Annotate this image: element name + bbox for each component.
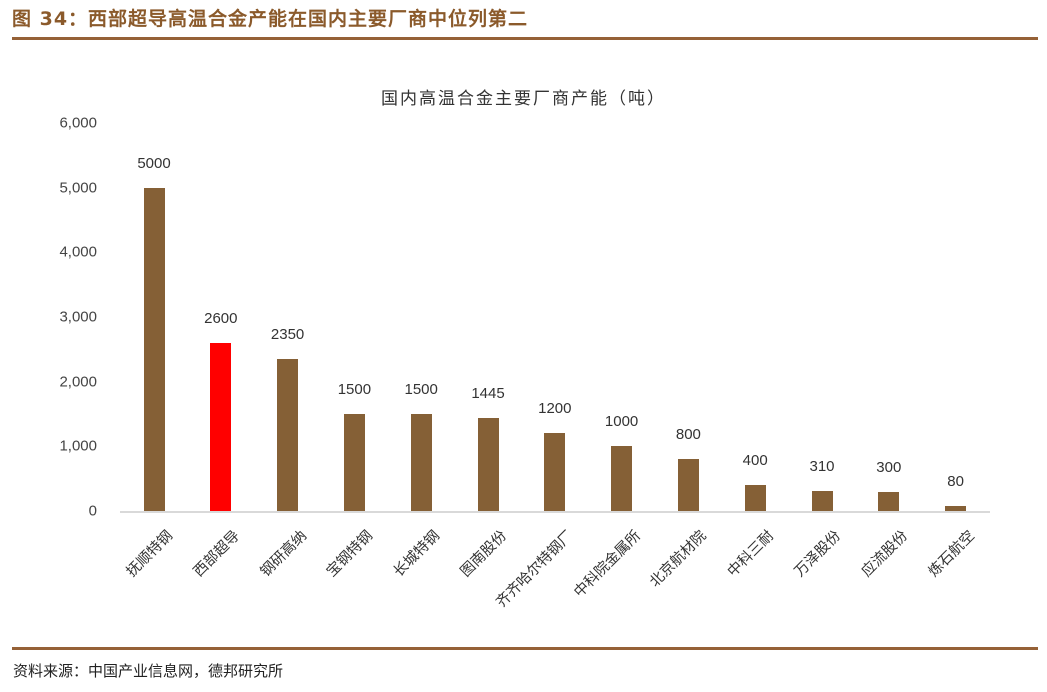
y-tick-label: 2,000 — [59, 373, 97, 391]
x-tick-label: 炼石航空 — [925, 527, 978, 581]
x-tick-label: 北京航材院 — [647, 527, 711, 591]
bar — [343, 414, 365, 511]
x-tick-label: 抚顺特钢 — [123, 527, 177, 581]
bar-highlight — [210, 342, 232, 511]
data-label: 310 — [809, 457, 835, 475]
y-tick-label: 6,000 — [59, 114, 97, 132]
data-label: 400 — [742, 452, 768, 470]
x-axis-line — [120, 511, 990, 513]
bottom-divider — [12, 647, 1038, 650]
bar — [945, 505, 967, 511]
x-tick-label: 应流股份 — [858, 527, 911, 581]
source-note: 资料来源：中国产业信息网，德邦研究所 — [13, 662, 284, 680]
bar — [811, 490, 833, 511]
x-tick-label: 宝钢特钢 — [324, 527, 377, 581]
top-divider — [12, 37, 1038, 40]
bar — [544, 433, 566, 511]
data-label: 1445 — [471, 384, 505, 402]
x-tick-label: 万泽股份 — [791, 527, 845, 581]
bar — [744, 485, 766, 511]
data-label: 2350 — [270, 326, 305, 344]
bar — [410, 414, 432, 511]
data-label: 1500 — [337, 381, 372, 398]
data-label: 300 — [876, 458, 902, 476]
data-label: 1500 — [404, 381, 438, 398]
bar — [878, 491, 900, 511]
y-tick-label: 1,000 — [59, 437, 97, 455]
data-label: 1200 — [538, 400, 572, 418]
bar — [477, 417, 499, 511]
x-tick-label: 长城特钢 — [391, 527, 444, 581]
y-tick-label: 0 — [88, 502, 97, 520]
chart-title: 国内高温合金主要厂商产能（吨） — [381, 89, 666, 109]
data-label: 2600 — [204, 309, 238, 327]
bar — [677, 459, 699, 511]
data-label: 800 — [675, 426, 701, 444]
data-label: 80 — [947, 472, 964, 490]
bar — [611, 446, 633, 511]
x-tick-label: 钢研高纳 — [257, 527, 310, 581]
data-label: 5000 — [137, 154, 171, 172]
x-tick-label: 中科院金属所 — [570, 527, 644, 601]
y-tick-label: 5,000 — [59, 179, 97, 197]
y-tick-label: 3,000 — [59, 308, 97, 326]
figure-title: 图 34：西部超导高温合金产能在国内主要厂商中位列第二 — [12, 8, 529, 30]
bar — [143, 187, 165, 511]
x-tick-label: 图南股份 — [457, 527, 511, 581]
data-label: 1000 — [604, 413, 639, 431]
x-tick-label: 中科三耐 — [725, 527, 778, 581]
y-tick-label: 4,000 — [59, 243, 97, 261]
x-tick-label: 西部超导 — [190, 527, 243, 581]
bar — [277, 359, 299, 511]
